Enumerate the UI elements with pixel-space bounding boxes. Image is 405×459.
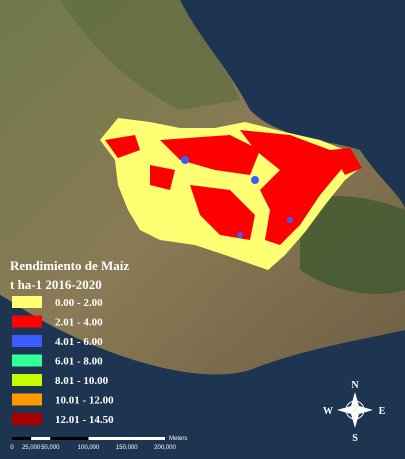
legend-label: 0.00 - 2.00 <box>55 297 103 309</box>
compass-west: W <box>323 406 333 417</box>
compass-north: N <box>351 380 359 391</box>
scale-label: 200,000 <box>154 445 176 451</box>
legend: 0.00 - 2.00 2.01 - 4.00 4.01 - 6.00 6.01 - … <box>12 296 114 426</box>
scale-label: 25,000 <box>22 445 41 451</box>
scale-bar: 0 25,000 50,000 100,000 150,000 200,000 Meters <box>10 436 187 451</box>
compass-south: S <box>352 433 358 444</box>
scale-label: 150,000 <box>116 445 138 451</box>
legend-swatch <box>12 335 42 347</box>
compass <box>337 392 373 428</box>
yield-patches <box>105 130 362 245</box>
compass-east: E <box>379 406 386 417</box>
scale-label: 50,000 <box>41 445 60 451</box>
legend-label: 4.01 - 6.00 <box>55 336 103 348</box>
scale-label: 0 <box>10 445 14 451</box>
legend-swatch <box>12 354 42 367</box>
legend-subtitle: t ha-1 2016-2020 <box>10 277 102 292</box>
legend-label: 10.01 - 12.00 <box>55 395 114 407</box>
scale-label: 100,000 <box>78 445 100 451</box>
legend-swatch <box>12 393 42 406</box>
highlands <box>60 0 240 110</box>
forest <box>300 195 405 294</box>
scale-bar-segment <box>50 437 89 440</box>
legend-swatch <box>12 296 42 308</box>
legend-label: 12.01 - 14.50 <box>55 414 114 426</box>
scale-bar-segment <box>12 437 32 440</box>
legend-swatch <box>12 315 42 328</box>
scale-unit: Meters <box>169 436 187 442</box>
legend-label: 8.01 - 10.00 <box>55 375 109 387</box>
legend-label: 2.01 - 4.00 <box>55 317 103 329</box>
legend-title: Rendimiento de Maíz <box>10 258 129 273</box>
legend-label: 6.01 - 8.00 <box>55 356 103 368</box>
yield-spots <box>181 156 293 238</box>
legend-swatch <box>12 374 42 386</box>
legend-swatch <box>12 413 42 425</box>
